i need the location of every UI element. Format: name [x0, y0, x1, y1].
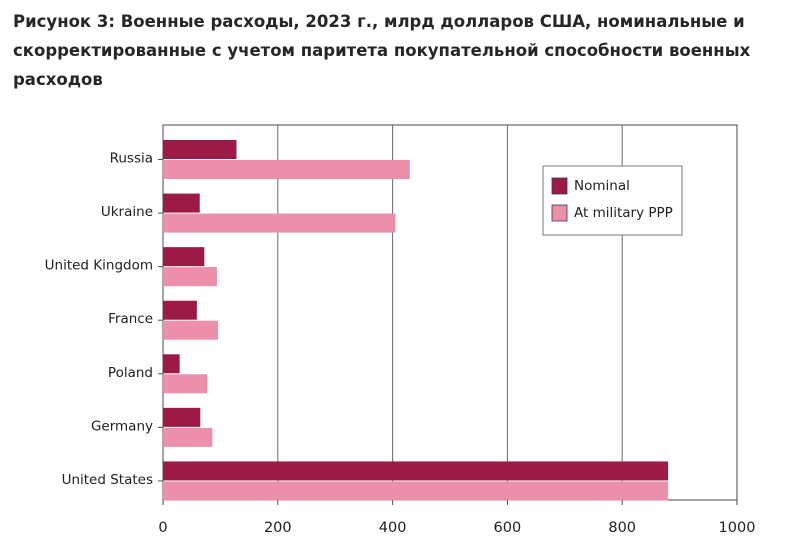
x-tick-label-800: 800: [608, 520, 636, 536]
legend-label-at-military-ppp: At military PPP: [574, 205, 673, 221]
legend-swatch-at-military-ppp: [551, 204, 568, 222]
y-tick-label-ukraine: Ukraine: [101, 204, 153, 220]
y-axis: Russia Ukraine United Kingdom France Poland G…: [45, 151, 163, 488]
legend-label-nominal: Nominal: [574, 178, 630, 194]
bar-ukraine-nominal: [163, 193, 200, 213]
y-tick-label-united-kingdom: United Kingdom: [45, 258, 153, 274]
bar-united-kingdom-nominal: [163, 247, 205, 267]
y-tick-label-france: France: [108, 311, 153, 327]
bar-united-states-at-military-ppp: [163, 481, 669, 501]
x-tick-label-200: 200: [264, 520, 292, 536]
bar-russia-at-military-ppp: [163, 160, 410, 179]
chart-title: Рисунок 3: Военные расходы, 2023 г., млр…: [13, 12, 751, 89]
bar-france-at-military-ppp: [163, 320, 219, 340]
bar-germany-at-military-ppp: [163, 427, 213, 447]
y-tick-label-russia: Russia: [110, 151, 153, 167]
x-tick-label-1000: 1000: [719, 520, 756, 536]
bar-france-nominal: [163, 300, 197, 320]
x-tick-label-400: 400: [379, 520, 407, 536]
legend-swatch-nominal: [551, 177, 568, 195]
bar-ukraine-at-military-ppp: [163, 213, 396, 233]
legend-box: [542, 165, 683, 236]
bar-united-kingdom-at-military-ppp: [163, 267, 217, 287]
y-tick-label-poland: Poland: [108, 365, 153, 381]
x-axis: 0 200 400 600 800 1000: [158, 500, 755, 536]
y-tick-label-united-states: United States: [62, 472, 153, 488]
bar-poland-nominal: [163, 354, 180, 374]
bar-united-states-nominal: [163, 461, 669, 481]
bar-germany-nominal: [163, 407, 201, 427]
y-tick-label-germany: Germany: [91, 418, 153, 434]
bars: [163, 140, 669, 501]
bar-russia-nominal: [163, 140, 237, 159]
x-tick-label-600: 600: [494, 520, 522, 536]
legend: Nominal At military PPP: [542, 165, 683, 236]
x-tick-label-0: 0: [158, 520, 167, 536]
bar-poland-at-military-ppp: [163, 374, 208, 394]
